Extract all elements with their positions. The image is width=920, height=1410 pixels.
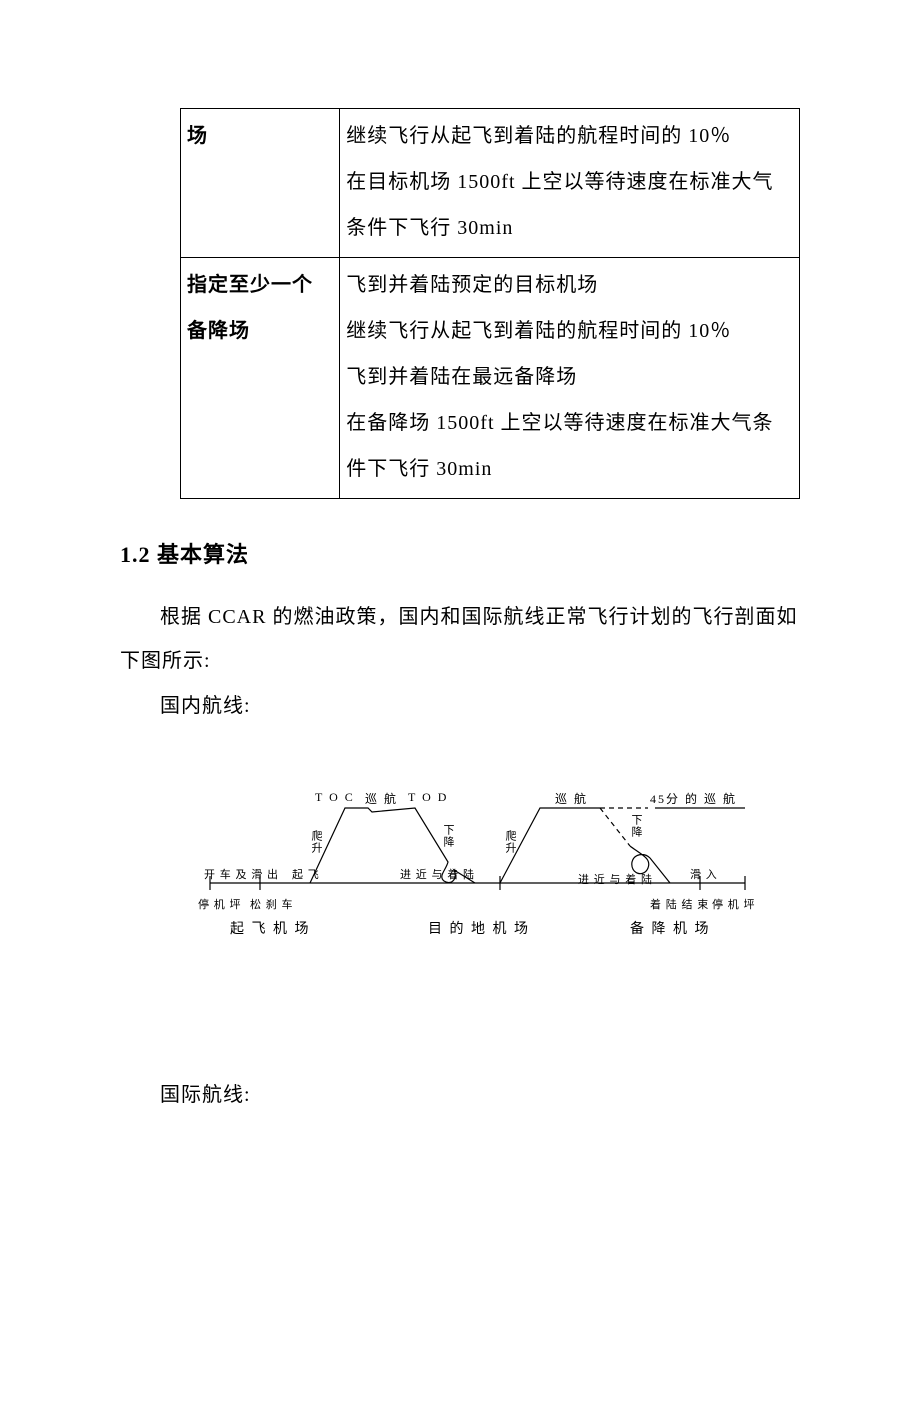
- label-descent2: 下降: [628, 814, 644, 838]
- flight-profile-diagram: T O C 巡 航 T O D 巡 航 45分 的 巡 航 爬升 下降 爬升 下…: [200, 758, 760, 968]
- label-approach1: 进 近 与 着 陆: [400, 866, 475, 882]
- label-dep-airport: 起 飞 机 场: [230, 918, 311, 938]
- table-line: 继续飞行从起飞到着陆的航程时间的 10％: [346, 308, 793, 354]
- label-takeoff: 起 飞: [292, 866, 320, 882]
- table-line: 在备降场 1500ft 上空以等待速度在标准大气条件下飞行 30min: [346, 400, 793, 492]
- section-heading: 1.2 基本算法: [120, 537, 800, 569]
- table-line: 飞到并着陆在最远备降场: [346, 354, 793, 400]
- label-dest-airport: 目 的 地 机 场: [428, 918, 530, 938]
- subheading-domestic: 国内航线:: [160, 689, 800, 718]
- label-toc: T O C: [315, 790, 355, 805]
- paragraph-text: 根据 CCAR 的燃油政策，国内和国际航线正常飞行计划的飞行剖面如下图所示:: [120, 606, 797, 672]
- table-line: 继续飞行从起飞到着陆的航程时间的 10％: [346, 113, 793, 159]
- label-descent1: 下降: [440, 824, 456, 848]
- label-apron2: 停 机 坪: [712, 896, 756, 912]
- table-cell-right: 继续飞行从起飞到着陆的航程时间的 10％ 在目标机场 1500ft 上空以等待速…: [340, 109, 800, 258]
- table-line: 在目标机场 1500ft 上空以等待速度在标准大气条件下飞行 30min: [346, 159, 793, 251]
- label-landing-end: 着 陆 结 束: [650, 896, 709, 912]
- label-climb2: 爬升: [502, 830, 518, 854]
- table-cell-left: 指定至少一个备降场: [181, 258, 340, 499]
- label-taxi-in: 滑 入: [690, 866, 718, 882]
- label-cruise45: 45分 的 巡 航: [650, 790, 737, 807]
- table-row: 场 继续飞行从起飞到着陆的航程时间的 10％ 在目标机场 1500ft 上空以等…: [181, 109, 800, 258]
- subheading-international: 国际航线:: [160, 1078, 800, 1107]
- label-apron1: 停 机 坪: [198, 896, 242, 912]
- label-alt-airport: 备 降 机 场: [630, 918, 711, 938]
- table-cell-left: 场: [181, 109, 340, 258]
- page: 场 继续飞行从起飞到着陆的航程时间的 10％ 在目标机场 1500ft 上空以等…: [0, 108, 920, 1410]
- label-taxi-out: 开 车 及 滑 出: [204, 866, 279, 882]
- label-cruise2: 巡 航: [555, 790, 588, 807]
- table-cell-right: 飞到并着陆预定的目标机场 继续飞行从起飞到着陆的航程时间的 10％ 飞到并着陆在…: [340, 258, 800, 499]
- label-approach2: 进 近 与 着 陆: [578, 871, 653, 887]
- label-cruise1: 巡 航: [365, 790, 398, 807]
- intro-paragraph: 根据 CCAR 的燃油政策，国内和国际航线正常飞行计划的飞行剖面如下图所示:: [120, 595, 800, 683]
- label-brake-release: 松 刹 车: [250, 896, 294, 912]
- label-tod: T O D: [408, 790, 448, 805]
- label-climb1: 爬升: [308, 830, 324, 854]
- table-row: 指定至少一个备降场 飞到并着陆预定的目标机场 继续飞行从起飞到着陆的航程时间的 …: [181, 258, 800, 499]
- fuel-policy-table: 场 继续飞行从起飞到着陆的航程时间的 10％ 在目标机场 1500ft 上空以等…: [180, 108, 800, 499]
- table-line: 飞到并着陆预定的目标机场: [346, 262, 793, 308]
